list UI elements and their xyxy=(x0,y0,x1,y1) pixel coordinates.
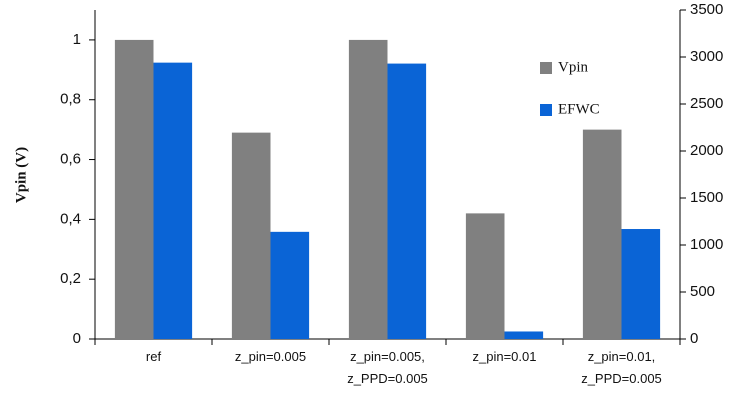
y2-tick-label: 1500 xyxy=(690,189,723,206)
bar xyxy=(621,229,661,339)
y2-tick-label: 500 xyxy=(690,283,715,300)
legend-label: EFWC xyxy=(558,101,600,117)
y-tick-label: 0,8 xyxy=(60,91,81,108)
y-tick-label: 0 xyxy=(73,330,81,347)
x-tick-label: ref xyxy=(145,349,162,364)
bar xyxy=(153,62,193,339)
bar xyxy=(270,231,310,339)
legend-swatch xyxy=(540,62,552,74)
y-axis-label: Vpin (V) xyxy=(13,147,29,203)
bar xyxy=(465,213,505,339)
x-tick-label: z_pin=0.005, z_PPD=0.005 xyxy=(347,349,428,386)
y2-tick-label: 2500 xyxy=(690,95,723,112)
y-tick-label: 0,4 xyxy=(60,210,81,227)
x-tick-label: z_pin=0.01, z_PPD=0.005 xyxy=(581,349,662,386)
bar xyxy=(504,331,544,339)
bar xyxy=(348,39,388,340)
y2-tick-label: 3000 xyxy=(690,48,723,65)
bar xyxy=(387,63,427,340)
y2-tick-label: 0 xyxy=(690,330,698,347)
bar xyxy=(582,129,622,339)
y-tick-label: 1 xyxy=(73,31,81,48)
y2-tick-label: 2000 xyxy=(690,142,723,159)
legend-swatch xyxy=(540,104,552,116)
y-tick-label: 0,6 xyxy=(60,151,81,168)
y-tick-label: 0,2 xyxy=(60,270,81,287)
legend-label: Vpin xyxy=(558,59,589,75)
bar xyxy=(114,39,154,340)
y2-tick-label: 1000 xyxy=(690,236,723,253)
x-tick-label: z_pin=0.01 xyxy=(472,349,537,364)
x-tick-label: z_pin=0.005 xyxy=(234,349,307,364)
bar xyxy=(231,132,271,339)
y2-tick-label: 3500 xyxy=(690,1,723,18)
